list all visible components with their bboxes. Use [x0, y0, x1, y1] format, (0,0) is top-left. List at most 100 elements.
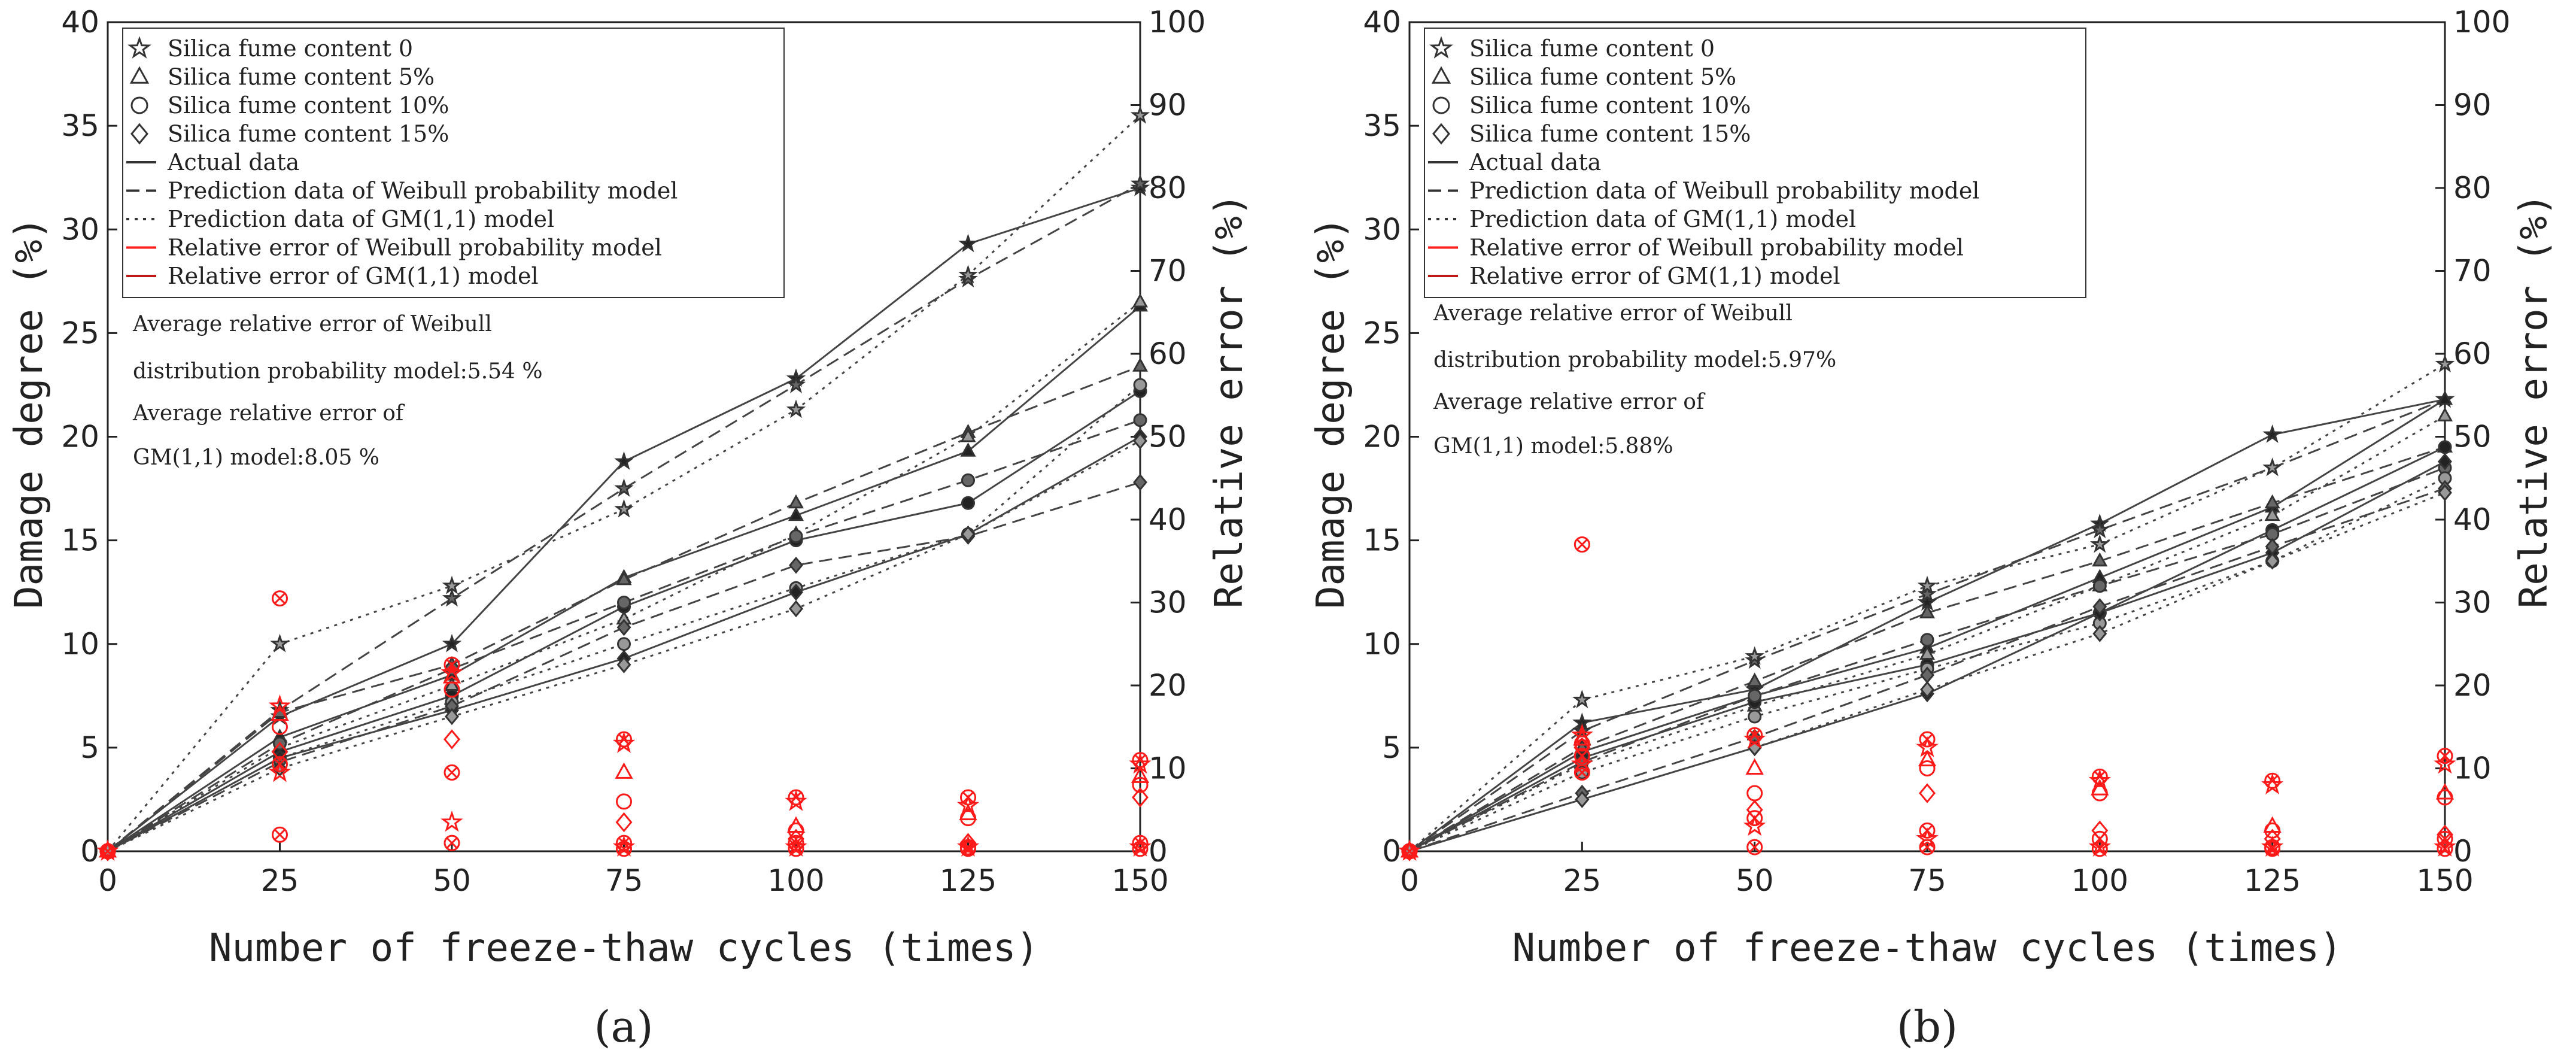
- average-error-note: Average relative error of Weibull: [1433, 301, 1793, 326]
- legend-box: [122, 28, 785, 298]
- data-point: [960, 427, 976, 442]
- data-point: [788, 494, 804, 509]
- y-axis-title: Damage degree (%): [7, 217, 51, 609]
- y2-tick-label: 100: [1149, 5, 1205, 40]
- relative-error-point: [443, 681, 460, 698]
- data-point: [442, 575, 462, 594]
- y2-tick-label: 30: [1149, 585, 1187, 620]
- relative-error-point: [98, 841, 117, 858]
- data-point: [1919, 604, 1936, 618]
- y-tick-label: 20: [1363, 420, 1401, 454]
- data-point: [1920, 633, 1934, 647]
- relative-error-point: [1132, 787, 1149, 808]
- y2-tick-label: 10: [1149, 751, 1187, 786]
- data-point: [2092, 625, 2107, 642]
- data-point: [1130, 174, 1150, 192]
- data-point: [1746, 672, 1763, 687]
- legend-label: Relative error of GM(1,1) model: [168, 263, 539, 289]
- y-tick-label: 35: [1363, 108, 1401, 143]
- y2-tick-label: 50: [1149, 420, 1187, 454]
- relative-error-point: [1132, 840, 1149, 857]
- relative-error-point: [268, 760, 291, 782]
- y2-tick-label: 80: [1149, 171, 1187, 205]
- relative-error-point-cross: [2267, 843, 2279, 855]
- data-point: [789, 556, 803, 574]
- data-point: [1748, 688, 1762, 703]
- relative-error-point-cross: [1576, 766, 1588, 778]
- relative-error-point: [1919, 783, 1936, 803]
- data-point: [1745, 646, 1764, 665]
- legend-label: Relative error of Weibull probability mo…: [1469, 235, 1964, 261]
- relative-error-point: [785, 790, 807, 811]
- legend-marker-triangle: [1431, 66, 1451, 84]
- relative-error-point: [272, 590, 288, 607]
- data-point: [2090, 534, 2110, 553]
- legend-label: Silica fume content 15%: [1469, 121, 1751, 147]
- legend-label: Relative error of Weibull probability mo…: [168, 235, 662, 261]
- y2-tick-label: 60: [1149, 336, 1187, 371]
- legend-label: Relative error of GM(1,1) model: [1469, 263, 1840, 289]
- average-error-note: GM(1,1) model:8.05 %: [133, 445, 379, 470]
- x-tick-label: 150: [1111, 863, 1168, 898]
- relative-error-point: [443, 729, 460, 750]
- y-tick-label: 15: [61, 523, 99, 558]
- relative-error-point: [2264, 840, 2281, 857]
- chart-panel-b: 0 5 10 15 20 25 30 35 40 0 10 20 30 40 50 60 70 80 90 100 0 2…: [1309, 5, 2556, 1052]
- relative-error-point-cross: [1749, 729, 1761, 741]
- data-point: [614, 478, 634, 497]
- y2-tick-label: 0: [1149, 834, 1168, 869]
- relative-error-point-cross: [962, 843, 974, 855]
- relative-error-point: [1918, 750, 1937, 767]
- legend-label: Actual data: [167, 149, 299, 175]
- relative-error-point: [2091, 785, 2108, 802]
- x-tick-label: 0: [98, 863, 117, 898]
- data-point: [2437, 390, 2453, 405]
- y2-tick-label: 90: [1149, 88, 1187, 123]
- x-tick-label: 100: [767, 863, 824, 898]
- relative-error-point: [1400, 841, 1419, 858]
- relative-error-point-cross: [446, 766, 458, 778]
- y-tick-label: 10: [61, 627, 99, 662]
- data-point: [960, 442, 976, 457]
- legend-label: Silica fume content 10%: [168, 92, 449, 119]
- data-point: [789, 529, 803, 544]
- data-point: [617, 637, 631, 651]
- y2-tick-label: 90: [2453, 88, 2492, 123]
- data-point: [961, 525, 976, 543]
- y2-tick-label: 40: [2453, 502, 2492, 537]
- x-tick-label: 50: [1736, 863, 1774, 898]
- x-tick-label: 150: [2416, 863, 2473, 898]
- relative-error-point: [443, 764, 460, 781]
- legend-marker-circle: [1432, 96, 1450, 114]
- data-point: [1130, 105, 1150, 124]
- y2-tick-label: 80: [2453, 171, 2492, 205]
- average-error-note: Average relative error of: [132, 401, 405, 426]
- data-point: [2092, 552, 2108, 567]
- x-tick-label: 0: [1400, 863, 1419, 898]
- panel-label: (b): [1897, 1002, 1958, 1052]
- relative-error-point: [788, 829, 804, 849]
- data-point: [442, 633, 462, 653]
- data-point: [442, 588, 462, 607]
- data-point: [961, 473, 975, 487]
- data-point: [2437, 407, 2453, 421]
- average-error-note: GM(1,1) model:5.88%: [1433, 434, 1673, 459]
- y-tick-label: 40: [61, 5, 99, 40]
- relative-error-point: [1746, 785, 1763, 802]
- data-point: [617, 596, 631, 609]
- relative-error-point: [2437, 840, 2453, 857]
- relative-error-point: [443, 835, 460, 851]
- y2-axis-title: Relative error (%): [2512, 193, 2556, 609]
- relative-error-point-cross: [102, 845, 114, 857]
- y-tick-label: 15: [1363, 523, 1401, 558]
- relative-error-point-cross: [1134, 754, 1146, 766]
- relative-error-point-cross: [618, 733, 630, 745]
- data-point: [445, 708, 459, 726]
- x-axis-title: Number of freeze-thaw cycles (times): [209, 926, 1039, 970]
- legend-label: Silica fume content 5%: [1469, 64, 1736, 90]
- x-tick-label: 25: [1563, 863, 1602, 898]
- data-point: [1133, 378, 1147, 392]
- relative-error-point: [443, 656, 460, 673]
- relative-error-point: [268, 694, 291, 716]
- data-point: [614, 451, 634, 470]
